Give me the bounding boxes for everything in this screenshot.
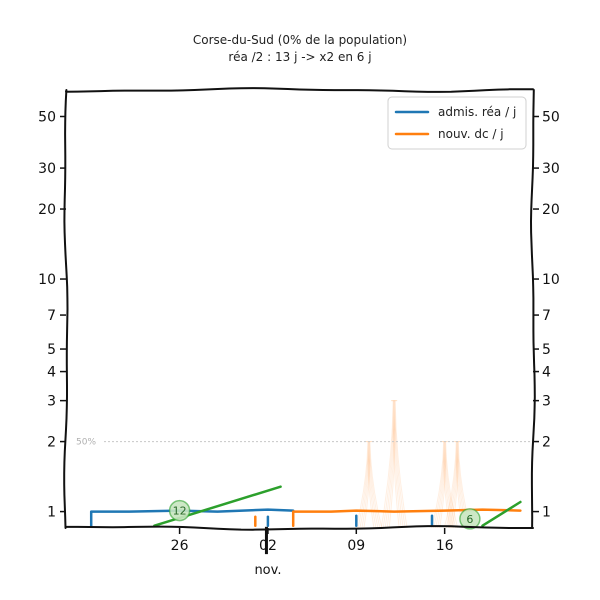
markers-layer: 12 6 [168,499,481,530]
y-tick-label-left-5: 5 [47,342,56,358]
marker-circle-6 [459,508,481,530]
series-series-2-segment-1 [481,500,522,527]
background-spikes [355,400,471,529]
background-spike-1-4 [388,400,408,529]
x-tick-label-26: 26 [171,538,189,554]
chart-subtitle: réa /2 : 13 j -> x2 en 6 j [228,50,371,64]
marker-label-6: 6 [466,513,473,526]
x-tick-label-02: 02 [259,538,277,554]
background-spike-1-1 [382,400,402,529]
y-axis-left: 1 2 3 4 5 7 10 20 30 50 [38,109,66,521]
y-tick-label-right-20: 20 [542,202,560,218]
reference-line-label: 50% [76,438,96,448]
y-tick-label-left-1: 1 [47,505,56,521]
background-spike-1-2 [384,400,404,529]
legend-box [387,96,527,150]
background-spike-1-0 [380,400,400,529]
y-tick-label-right-1: 1 [542,505,551,521]
y-tick-label-right-5: 5 [542,342,551,358]
y-tick-label-right-4: 4 [542,365,551,381]
series-admis-rea-j-segment-0 [89,508,295,527]
y-tick-label-left-50: 50 [38,109,56,125]
y-tick-label-left-4: 4 [47,365,56,381]
y-tick-label-right-10: 10 [542,272,560,288]
background-spike-1-3 [386,400,406,529]
y-tick-label-right-2: 2 [542,435,551,451]
legend: admis. réa / j nouv. dc / j [387,96,527,150]
x-tick-label-09: 09 [347,538,365,554]
x-tick-label-16: 16 [436,538,454,554]
legend-label-nouv-dc: nouv. dc / j [438,127,504,141]
y-tick-label-right-7: 7 [542,308,551,324]
y-axis-right: 1 2 3 4 5 7 10 20 30 50 [533,109,560,521]
marker-label-12: 12 [173,505,187,518]
y-tick-label-right-50: 50 [542,109,560,125]
plot-frame [63,87,536,531]
legend-label-admis-rea: admis. réa / j [438,105,516,119]
y-tick-label-left-10: 10 [38,272,56,288]
y-tick-label-right-30: 30 [542,161,560,177]
y-tick-label-left-20: 20 [38,202,56,218]
y-tick-label-right-3: 3 [542,394,551,410]
x-month-label: nov. [254,563,281,578]
x-axis: 26 02 09 16 nov. [171,528,454,578]
marker-circle-12 [168,499,191,522]
series-nouv-dc-j-segment-1 [291,508,522,527]
y-tick-label-left-7: 7 [47,308,56,324]
chart-title: Corse-du-Sud (0% de la population) [193,33,407,47]
y-tick-label-left-2: 2 [47,435,56,451]
y-tick-label-left-3: 3 [47,394,56,410]
y-tick-label-left-30: 30 [38,161,56,177]
